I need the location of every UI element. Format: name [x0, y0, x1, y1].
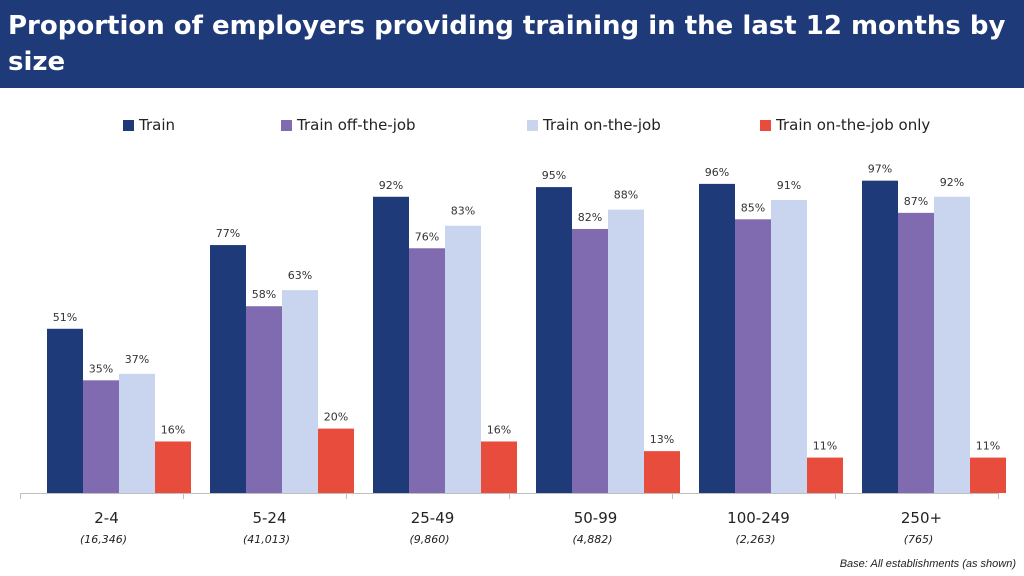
bar-train-on-the-job-only-5-24 [318, 428, 354, 493]
data-label-train-on-the-job-only-5-24: 20% [324, 411, 348, 424]
data-label-train-100-249: 96% [705, 166, 729, 179]
bar-train-on-the-job-250 [934, 196, 970, 493]
bar-train-on-the-job-only-50-99 [644, 451, 680, 493]
legend-swatch-train [123, 120, 134, 131]
legend-label-train-on-the-job: Train on-the-job [542, 116, 661, 134]
data-label-train-off-the-job-5-24: 58% [252, 288, 276, 301]
bar-train-25-49 [373, 196, 409, 493]
bar-train-50-99 [536, 187, 572, 493]
data-label-train-on-the-job-25-49: 83% [451, 205, 475, 218]
bar-train-on-the-job-only-250 [970, 457, 1006, 493]
legend-label-train: Train [138, 116, 175, 134]
data-label-train-25-49: 92% [379, 179, 403, 192]
chart-legend: Train Train off-the-job Train on-the-job Tr… [123, 116, 930, 134]
chart-bars: 51% 35% 37% 16% 77% 58% 63% 20% 92% 76% 83% 16% 95% 8… [47, 163, 1006, 494]
base-count-100-249: (2,263) [735, 533, 775, 546]
bar-train-on-the-job-only-25-49 [481, 441, 517, 493]
data-label-train-on-the-job-only-25-49: 16% [487, 423, 511, 436]
bar-train-100-249 [699, 183, 735, 493]
bar-train-off-the-job-250 [898, 212, 934, 494]
x-tick-label-2-4: 2-4 [94, 509, 119, 527]
x-tick-label-5-24: 5-24 [252, 509, 286, 527]
data-label-train-5-24: 77% [216, 227, 240, 240]
legend-swatch-train-on-the-job [527, 120, 538, 131]
base-note: Base: All establishments (as shown) [839, 558, 1016, 570]
legend-swatch-train-on-the-job-only [760, 120, 771, 131]
data-label-train-off-the-job-2-4: 35% [89, 362, 113, 375]
data-label-train-on-the-job-250: 92% [940, 176, 964, 189]
bar-train-on-the-job-50-99 [608, 209, 644, 493]
bar-train-on-the-job-5-24 [282, 290, 318, 493]
bar-train-on-the-job-100-249 [771, 199, 807, 493]
bar-train-off-the-job-25-49 [409, 248, 445, 493]
bar-train-5-24 [210, 245, 246, 493]
data-label-train-250: 97% [868, 163, 892, 176]
bar-train-off-the-job-100-249 [735, 219, 771, 494]
page-title: Proportion of employers providing traini… [8, 11, 1006, 77]
bar-chart: Train Train off-the-job Train on-the-job Tr… [20, 116, 1006, 546]
data-label-train-off-the-job-25-49: 76% [415, 230, 439, 243]
bar-train-off-the-job-5-24 [246, 306, 282, 493]
x-tick-label-25-49: 25-49 [411, 509, 455, 527]
legend-label-train-off-the-job: Train off-the-job [296, 116, 416, 134]
bar-train-on-the-job-only-100-249 [807, 457, 843, 493]
data-label-train-on-the-job-100-249: 91% [777, 179, 801, 192]
base-count-25-49: (9,860) [409, 533, 449, 546]
data-label-train-50-99: 95% [542, 169, 566, 182]
data-label-train-on-the-job-2-4: 37% [125, 353, 149, 366]
bar-train-2-4 [47, 328, 83, 493]
data-label-train-off-the-job-50-99: 82% [578, 211, 602, 224]
data-label-train-on-the-job-only-50-99: 13% [650, 433, 674, 446]
bar-train-on-the-job-2-4 [119, 373, 155, 493]
legend-swatch-train-off-the-job [281, 120, 292, 131]
bar-train-on-the-job-25-49 [445, 225, 481, 494]
data-label-train-off-the-job-250: 87% [904, 195, 928, 208]
data-label-train-on-the-job-5-24: 63% [288, 269, 312, 282]
base-count-2-4: (16,346) [80, 533, 127, 546]
base-count-50-99: (4,882) [572, 533, 612, 546]
x-tick-label-100-249: 100-249 [727, 509, 790, 527]
x-axis: 2-4 (16,346) 5-24 (41,013) 25-49 (9,860) 50-99… [20, 493, 999, 546]
x-tick-label-50-99: 50-99 [574, 509, 618, 527]
data-label-train-2-4: 51% [53, 311, 77, 324]
base-count-5-24: (41,013) [243, 533, 290, 546]
bar-train-off-the-job-50-99 [572, 228, 608, 493]
x-tick-label-250: 250+ [901, 509, 942, 527]
data-label-train-off-the-job-100-249: 85% [741, 201, 765, 214]
data-label-train-on-the-job-only-2-4: 16% [161, 423, 185, 436]
title-banner: Proportion of employers providing traini… [0, 0, 1024, 88]
legend-label-train-on-the-job-only: Train on-the-job only [775, 116, 930, 134]
bar-train-off-the-job-2-4 [83, 380, 119, 493]
data-label-train-on-the-job-only-250: 11% [976, 440, 1000, 453]
data-label-train-on-the-job-50-99: 88% [614, 189, 638, 202]
bar-train-250 [862, 180, 898, 493]
bar-train-on-the-job-only-2-4 [155, 441, 191, 493]
base-count-250: (765) [904, 533, 934, 546]
data-label-train-on-the-job-only-100-249: 11% [813, 440, 837, 453]
